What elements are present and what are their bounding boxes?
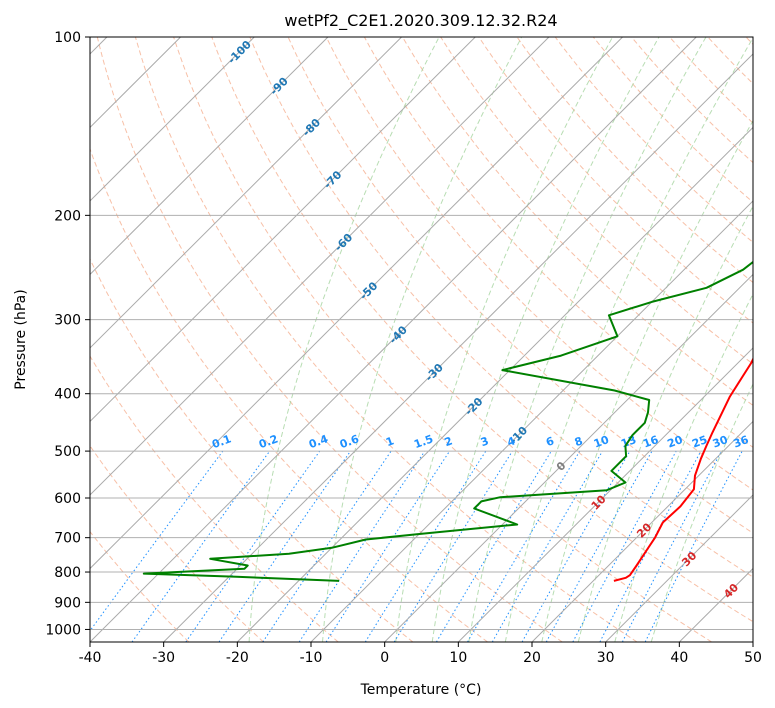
x-tick-label: 20 <box>523 650 541 666</box>
moist-adiabat <box>468 37 707 642</box>
mixing-ratio-label: 10 <box>592 433 611 451</box>
mixing-ratio-line <box>262 450 392 642</box>
dewpoint-profile-line <box>142 260 753 582</box>
y-tick-label: 900 <box>54 595 81 611</box>
x-tick-label: -20 <box>226 650 249 666</box>
x-tick-label: 10 <box>449 650 467 666</box>
mixing-ratio-line <box>393 450 513 642</box>
dry-adiabat <box>90 355 339 642</box>
isotherm-line <box>90 37 697 642</box>
mixing-ratio-line <box>644 450 743 642</box>
dry-adiabat <box>90 147 488 642</box>
y-tick-label: 300 <box>54 313 81 329</box>
axes: -40 -30 -20 -10 0 10 20 30 40 50 1000 900 800 700 600 5… <box>45 30 762 666</box>
isotherm-line <box>605 494 753 642</box>
mixing-ratio-label: 4 <box>505 434 517 449</box>
mixing-ratio-line <box>325 450 451 642</box>
y-tick-label: 700 <box>54 531 81 547</box>
x-tick-label: 30 <box>597 650 615 666</box>
mixing-ratio-line <box>545 450 653 642</box>
dry-adiabat <box>96 37 563 642</box>
y-tick-label: 100 <box>54 30 81 46</box>
y-tick-label: 600 <box>54 491 81 507</box>
isotherm-line <box>90 37 402 349</box>
isotherm-line <box>163 53 753 642</box>
x-tick-label: 40 <box>670 650 688 666</box>
mixing-ratio-label: 1 <box>384 434 396 449</box>
isotherm-line <box>384 273 753 642</box>
mixing-ratio-line <box>218 450 351 642</box>
mixing-ratio-label: 20 <box>666 433 685 451</box>
isotherm-line <box>90 37 550 496</box>
mixing-ratio-label: 0.1 <box>210 432 233 451</box>
dry-adiabat <box>173 37 712 642</box>
dry-adiabat <box>90 258 414 642</box>
moist-adiabat <box>541 119 753 642</box>
mixing-ratio-label: 0.6 <box>338 432 361 451</box>
plot-area: -100-90-80-70-60-50-40-30-20-100.1 0.2 0.4… <box>90 37 753 642</box>
x-tick-label: 0 <box>380 650 389 666</box>
mixing-ratio-label: 3 <box>479 434 491 449</box>
mixing-ratio-line <box>435 450 552 642</box>
dry-adiabat <box>592 37 753 203</box>
dry-adiabat <box>249 37 753 578</box>
moist-adiabat <box>650 382 753 642</box>
moist-adiabat <box>322 37 523 642</box>
isotherm-line <box>90 37 255 202</box>
dry-adiabat <box>325 37 753 491</box>
x-tick-label: -30 <box>152 650 175 666</box>
moist-adiabat <box>614 292 753 642</box>
x-axis-label: Temperature (°C) <box>360 682 482 698</box>
mixing-ratio-label: 1.5 <box>412 432 435 451</box>
mixing-ratio-label: 6 <box>544 434 556 449</box>
mixing-ratio-label: 30 <box>711 433 730 451</box>
mixing-ratio-label: 0.2 <box>257 432 280 451</box>
moist-adiabat <box>431 37 660 642</box>
isotherm-line <box>457 347 753 642</box>
dry-adiabat <box>90 530 190 642</box>
y-axis-label: Pressure (hPa) <box>13 289 29 389</box>
mixing-ratio-line <box>521 450 631 642</box>
mixing-ratio-line <box>572 450 677 642</box>
mixing-ratio-line <box>131 450 271 642</box>
temperature-profile-line <box>613 357 753 582</box>
isotherm-line <box>90 37 329 276</box>
mixing-ratio-line <box>90 450 224 632</box>
dry-adiabat <box>402 37 753 406</box>
dry-adiabat <box>516 37 753 284</box>
plot-frame <box>89 36 754 643</box>
dry-adiabat <box>478 37 753 324</box>
mixing-ratio-label: 8 <box>573 434 585 449</box>
y-tick-label: 200 <box>54 208 81 224</box>
moist-adiabat <box>395 37 614 642</box>
isotherm-line <box>236 126 753 642</box>
dry-adiabat <box>287 37 753 534</box>
mixing-ratio-label: 36 <box>732 433 751 451</box>
x-tick-label: -10 <box>300 650 323 666</box>
x-tick-label: 50 <box>744 650 762 666</box>
mixing-ratio-label: 25 <box>690 433 709 450</box>
mixing-ratio-label: 16 <box>641 433 660 451</box>
y-tick-label: 400 <box>54 387 81 403</box>
x-tick-label: -40 <box>79 650 102 666</box>
y-tick-label: 1000 <box>45 622 81 638</box>
mixing-ratio-label: 0.4 <box>307 432 330 451</box>
chart-title: wetPf2_C2E1.2020.309.12.32.R24 <box>284 11 557 31</box>
isotherm-line <box>90 37 623 570</box>
mixing-ratio-label: 2 <box>443 434 455 449</box>
mixing-ratio-line <box>185 450 321 642</box>
y-tick-label: 800 <box>54 565 81 581</box>
dry-adiabat <box>134 37 638 642</box>
isotherm-line <box>531 420 753 642</box>
isotherm-line <box>310 200 753 642</box>
isotherm-line <box>90 37 476 423</box>
y-tick-label: 500 <box>54 444 81 460</box>
dry-adiabat <box>211 37 753 623</box>
mixing-ratio-line <box>298 450 426 642</box>
moist-adiabat <box>577 205 753 642</box>
